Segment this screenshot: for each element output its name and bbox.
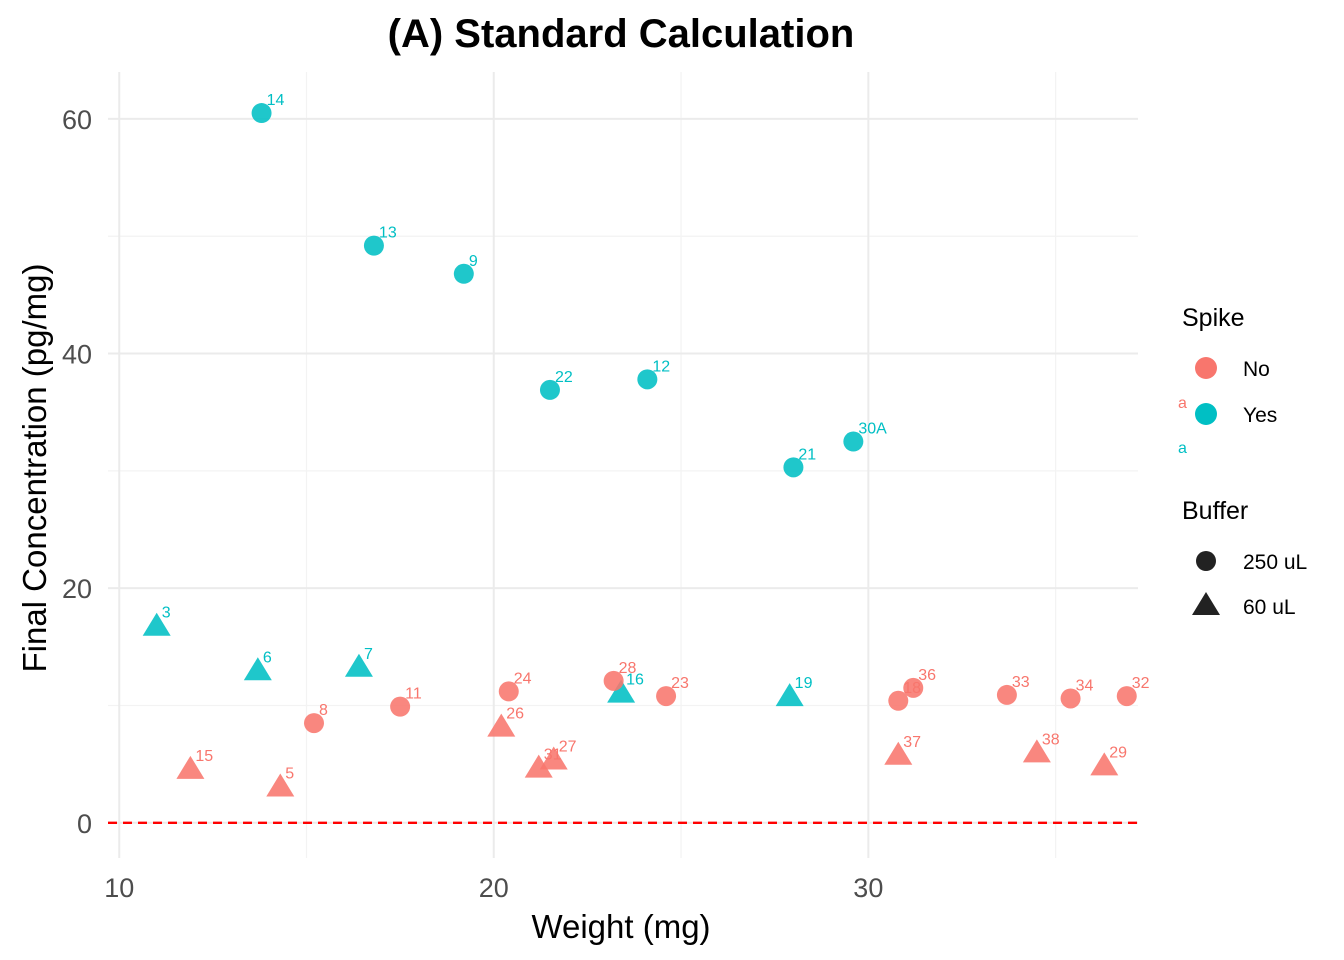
- legend-title-buffer: Buffer: [1182, 497, 1248, 525]
- point-label-37: 37: [903, 734, 921, 751]
- y-tick-label: 20: [62, 574, 92, 604]
- data-point-33: [996, 684, 1017, 705]
- legend-label-yes: Yes: [1243, 404, 1277, 427]
- data-point-8: [304, 713, 324, 734]
- point-label-7: 7: [364, 646, 373, 663]
- legend-key-triangle: [1192, 592, 1220, 615]
- point-label-6: 6: [263, 649, 272, 666]
- data-point-16: [607, 679, 636, 703]
- x-axis-title: Weight (mg): [531, 908, 710, 945]
- data-point-36: [903, 677, 924, 698]
- point-label-16: 16: [626, 672, 644, 689]
- y-axis-title: Final Concentration (pg/mg): [16, 263, 53, 672]
- data-point-24: [498, 681, 519, 702]
- chart-title: (A) Standard Calculation: [388, 12, 855, 56]
- legend-key-circle: [1196, 551, 1216, 571]
- data-point-28: [603, 670, 624, 691]
- data-point-15: [176, 755, 205, 779]
- legend: Spike No a Yes a Buffer 250 uL 60 uL: [1178, 304, 1307, 619]
- data-point-29: [1090, 752, 1119, 776]
- point-label-22: 22: [555, 369, 573, 386]
- data-point-3: [142, 612, 171, 636]
- point-label-34: 34: [1076, 677, 1094, 694]
- point-label-33: 33: [1012, 674, 1030, 691]
- data-point-30A: [843, 431, 864, 452]
- grid: [108, 72, 1138, 858]
- point-label-11: 11: [405, 686, 422, 703]
- data-point-21: [783, 457, 804, 478]
- legend-key-no: [1195, 357, 1217, 379]
- legend-title-spike: Spike: [1182, 304, 1245, 332]
- x-tick-label: 10: [104, 873, 134, 903]
- point-label-14: 14: [267, 92, 285, 109]
- point-label-18: 18: [903, 680, 921, 697]
- point-label-3: 3: [162, 605, 171, 622]
- point-label-29: 29: [1109, 744, 1127, 761]
- data-point-37: [884, 741, 913, 765]
- data-point-26: [487, 713, 516, 737]
- y-tick-label: 40: [62, 340, 92, 370]
- point-label-23: 23: [671, 675, 689, 692]
- legend-key-letter-no: a: [1178, 395, 1187, 412]
- point-label-12: 12: [652, 358, 670, 375]
- data-points: [142, 103, 1137, 797]
- point-label-36: 36: [918, 667, 936, 684]
- data-point-18: [888, 690, 909, 711]
- point-label-38: 38: [1042, 731, 1060, 748]
- data-point-7: [344, 653, 373, 677]
- data-point-14: [251, 103, 272, 124]
- point-label-21: 21: [798, 446, 816, 463]
- x-tick-label: 30: [853, 873, 883, 903]
- data-point-22: [539, 379, 560, 400]
- point-label-28: 28: [619, 660, 637, 677]
- legend-key-letter-yes: a: [1178, 440, 1187, 457]
- point-label-27: 27: [559, 738, 577, 755]
- data-point-31: [524, 754, 553, 778]
- point-label-8: 8: [319, 702, 328, 719]
- legend-label-60ul: 60 uL: [1243, 596, 1296, 619]
- data-point-32: [1116, 686, 1137, 707]
- tick-labels: 10 20 30 0 20 40 60: [62, 105, 883, 903]
- data-point-9: [453, 263, 474, 284]
- y-tick-label: 0: [77, 809, 92, 839]
- y-tick-label: 60: [62, 105, 92, 135]
- data-point-5: [266, 773, 295, 797]
- data-point-12: [637, 369, 658, 390]
- legend-key-yes: [1195, 403, 1217, 425]
- data-point-19: [775, 683, 804, 707]
- data-point-34: [1060, 688, 1081, 709]
- data-point-6: [243, 657, 272, 681]
- legend-label-no: No: [1243, 358, 1270, 381]
- data-point-11: [390, 696, 411, 717]
- data-point-27: [539, 746, 568, 770]
- x-tick-label: 20: [479, 873, 509, 903]
- point-label-26: 26: [506, 706, 524, 723]
- point-label-19: 19: [795, 675, 813, 692]
- data-point-13: [363, 235, 384, 256]
- point-label-30A: 30A: [858, 421, 887, 438]
- data-point-38: [1022, 739, 1051, 763]
- point-label-13: 13: [379, 225, 397, 242]
- point-label-5: 5: [285, 765, 294, 782]
- point-label-31: 31: [544, 747, 562, 764]
- point-label-15: 15: [195, 748, 213, 765]
- legend-label-250ul: 250 uL: [1243, 551, 1307, 574]
- point-label-32: 32: [1132, 675, 1150, 692]
- point-label-24: 24: [514, 670, 532, 687]
- data-point-23: [656, 686, 677, 707]
- point-label-9: 9: [469, 253, 478, 270]
